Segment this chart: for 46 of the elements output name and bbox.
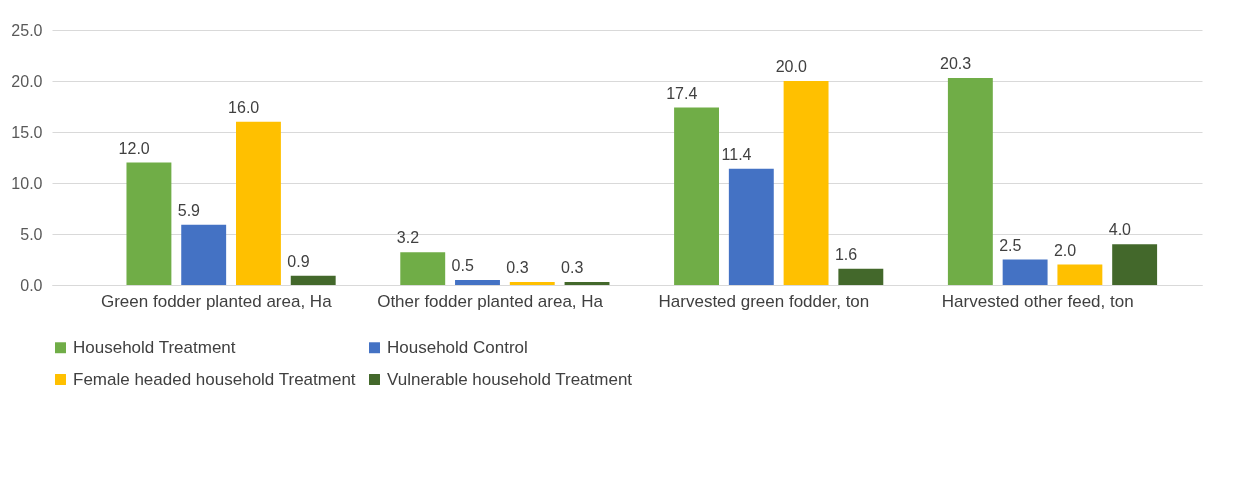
bar [400, 252, 446, 285]
bar [783, 81, 829, 285]
bar [126, 162, 172, 285]
bar [509, 281, 555, 285]
data-label: 3.2 [396, 229, 420, 247]
y-tick-label: 10.0 [11, 174, 43, 192]
bar [181, 224, 227, 285]
bar [674, 107, 719, 285]
x-tick-label: Green fodder planted area, Ha [100, 291, 333, 311]
bar [1112, 244, 1158, 285]
bar [1002, 259, 1048, 285]
bar [455, 279, 500, 285]
x-tick-label: Harvested green fodder, ton [658, 291, 870, 311]
data-label: 5.9 [177, 201, 201, 219]
y-tick-label: 15.0 [11, 123, 43, 141]
bar [564, 281, 610, 285]
data-label: 0.3 [506, 258, 529, 276]
bar [947, 77, 993, 285]
bar [1057, 264, 1103, 285]
data-label: 20.3 [940, 54, 972, 72]
legend-label: Vulnerable household Treatment [387, 369, 633, 389]
data-label: 4.0 [1108, 221, 1132, 239]
data-label: 0.9 [287, 252, 310, 270]
data-label: 1.6 [834, 245, 858, 263]
y-tick-label: 0.0 [20, 276, 43, 294]
data-label: 0.3 [561, 258, 584, 276]
data-label: 16.0 [228, 98, 260, 116]
bar [728, 168, 774, 285]
bar [236, 121, 281, 285]
bar [838, 268, 884, 285]
data-label: 20.0 [775, 58, 807, 75]
data-label: 2.0 [1053, 241, 1077, 259]
legend-label: Household Control [387, 337, 528, 357]
data-label: 12.0 [118, 139, 150, 157]
x-tick-label: Other fodder planted area, Ha [377, 291, 604, 311]
legend-label: Female headed household Treatment [73, 369, 356, 389]
x-tick-label: Harvested other feed, ton [941, 291, 1134, 311]
data-label: 0.5 [451, 256, 474, 274]
y-tick-label: 20.0 [11, 72, 43, 90]
y-tick-label: 5.0 [20, 225, 43, 243]
data-label: 11.4 [721, 145, 752, 163]
legend-label: Household Treatment [73, 337, 236, 357]
data-label: 17.4 [666, 84, 698, 102]
data-label: 2.5 [999, 236, 1022, 254]
y-tick-label: 25.0 [11, 21, 43, 39]
bar [290, 275, 336, 285]
